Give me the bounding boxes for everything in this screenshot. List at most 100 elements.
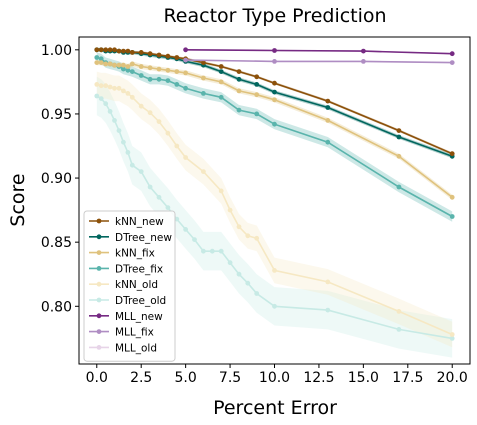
- point-DTree_new: [325, 105, 331, 110]
- point-DTree_old: [147, 184, 153, 190]
- point-kNN_old: [272, 268, 277, 273]
- point-MLL_fix: [449, 60, 455, 65]
- legend-swatch-marker: [96, 345, 102, 350]
- point-DTree_old: [245, 280, 251, 286]
- x-tick-label: 17.5: [392, 370, 423, 386]
- point-kNN_old: [325, 279, 331, 285]
- point-kNN_fix: [116, 62, 122, 68]
- line-MLL_new: [185, 49, 453, 55]
- point-kNN_old: [94, 82, 100, 87]
- point-DTree_fix: [183, 85, 189, 91]
- point-kNN_old: [156, 119, 162, 124]
- point-kNN_old: [254, 235, 260, 241]
- point-kNN_fix: [218, 79, 224, 85]
- legend: kNN_new DTree_new kNN_fix DTree_fix kNN_old D…: [83, 210, 176, 362]
- point-MLL_new: [272, 48, 277, 53]
- x-axis-label: Percent Error: [213, 397, 337, 419]
- legend-label: kNN_fix: [115, 248, 155, 260]
- legend-label: MLL_new: [115, 311, 163, 323]
- point-kNN_fix: [254, 92, 260, 98]
- point-kNN_old: [125, 91, 131, 96]
- point-kNN_fix: [156, 66, 162, 72]
- point-kNN_new: [129, 50, 135, 55]
- x-tick-label: 2.5: [130, 370, 152, 386]
- chart-title: Reactor Type Prediction: [163, 5, 386, 27]
- point-DTree_new: [396, 134, 402, 140]
- point-kNN_old: [245, 233, 251, 239]
- point-DTree_fix: [449, 214, 455, 219]
- legend-label: kNN_old: [115, 279, 158, 291]
- point-DTree_old: [103, 101, 109, 107]
- point-kNN_new: [165, 53, 171, 59]
- point-kNN_new: [116, 48, 122, 54]
- point-DTree_old: [116, 128, 122, 134]
- point-kNN_old: [98, 83, 104, 89]
- point-DTree_fix: [254, 111, 260, 117]
- point-kNN_fix: [174, 69, 180, 74]
- point-kNN_new: [138, 50, 144, 55]
- point-DTree_old: [325, 307, 331, 313]
- point-kNN_fix: [129, 61, 135, 67]
- point-kNN_new: [107, 47, 113, 53]
- x-tick-label: 5.0: [175, 370, 197, 386]
- point-kNN_old: [116, 85, 122, 91]
- y-tick-label: 1.00: [41, 43, 72, 59]
- point-kNN_fix: [396, 153, 402, 159]
- point-DTree_fix: [121, 66, 126, 72]
- legend-entry: DTree_new: [89, 232, 172, 244]
- legend-swatch-marker: [96, 234, 102, 240]
- point-DTree_new: [236, 76, 242, 82]
- point-DTree_new: [272, 89, 277, 95]
- point-DTree_fix: [138, 73, 144, 78]
- point-kNN_old: [218, 188, 224, 194]
- legend-label: DTree_old: [115, 295, 166, 307]
- point-MLL_fix: [183, 57, 189, 63]
- point-kNN_new: [156, 52, 162, 58]
- legend-label: MLL_old: [115, 342, 157, 354]
- legend-entry: DTree_fix: [89, 263, 163, 275]
- point-DTree_old: [218, 248, 224, 254]
- x-tick-label: 20.0: [437, 370, 468, 386]
- point-kNN_old: [129, 94, 135, 100]
- legend-label: DTree_new: [115, 232, 172, 244]
- point-kNN_new: [396, 128, 402, 134]
- point-DTree_fix: [174, 82, 180, 87]
- point-kNN_old: [107, 84, 113, 90]
- point-DTree_fix: [396, 184, 402, 190]
- point-kNN_fix: [121, 62, 126, 68]
- point-DTree_old: [236, 271, 242, 277]
- y-tick-label: 0.85: [41, 235, 72, 251]
- point-kNN_old: [183, 155, 189, 160]
- point-DTree_old: [227, 260, 233, 266]
- point-kNN_old: [165, 130, 171, 136]
- point-kNN_old: [112, 85, 117, 91]
- point-DTree_fix: [125, 67, 131, 73]
- point-MLL_fix: [272, 59, 277, 64]
- point-DTree_old: [183, 227, 189, 232]
- legend-entry: MLL_fix: [89, 327, 154, 339]
- point-kNN_old: [147, 110, 153, 116]
- point-kNN_new: [201, 60, 206, 65]
- x-tick-label: 10.0: [259, 370, 290, 386]
- point-kNN_old: [449, 332, 455, 337]
- point-DTree_fix: [325, 139, 331, 145]
- point-kNN_new: [174, 55, 180, 60]
- point-DTree_old: [112, 118, 117, 123]
- point-kNN_fix: [112, 62, 117, 68]
- point-MLL_new: [183, 47, 189, 53]
- point-kNN_new: [254, 74, 260, 80]
- point-kNN_fix: [272, 97, 277, 103]
- point-DTree_old: [129, 162, 135, 168]
- point-kNN_fix: [236, 88, 242, 94]
- point-kNN_fix: [325, 118, 331, 123]
- point-kNN_old: [236, 224, 242, 230]
- point-DTree_fix: [129, 69, 135, 74]
- x-tick-label: 7.5: [219, 370, 241, 386]
- point-DTree_fix: [156, 76, 162, 82]
- legend-entry: DTree_old: [89, 295, 166, 307]
- point-kNN_new: [147, 51, 153, 57]
- point-kNN_new: [98, 47, 104, 53]
- point-kNN_fix: [183, 70, 189, 76]
- point-kNN_fix: [125, 64, 131, 69]
